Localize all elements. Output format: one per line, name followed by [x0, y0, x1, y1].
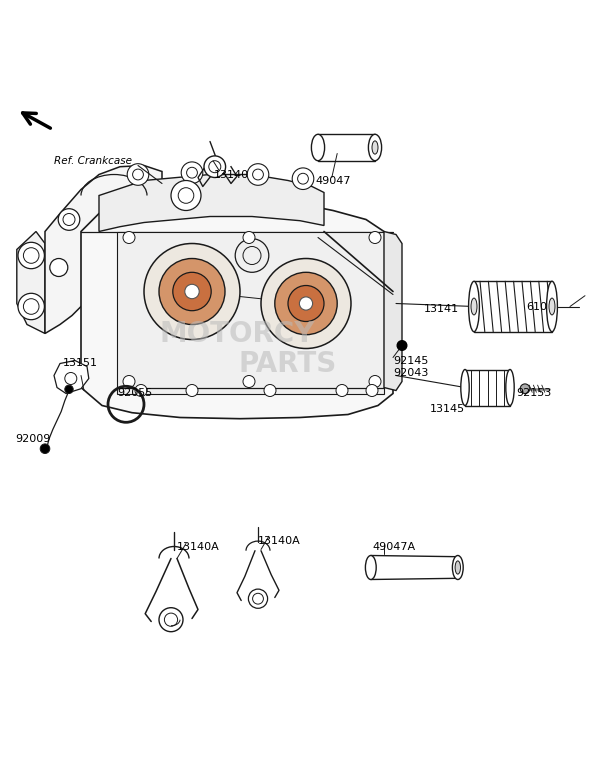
Circle shape — [292, 168, 314, 190]
Text: 13140A: 13140A — [258, 536, 301, 546]
Ellipse shape — [547, 281, 557, 332]
Polygon shape — [371, 556, 458, 580]
Circle shape — [50, 259, 68, 277]
Circle shape — [127, 164, 149, 185]
Text: 13140A: 13140A — [177, 542, 220, 552]
Ellipse shape — [549, 298, 555, 315]
Circle shape — [369, 232, 381, 243]
Circle shape — [159, 259, 225, 325]
Ellipse shape — [311, 134, 325, 160]
Ellipse shape — [506, 370, 514, 405]
Text: 92055: 92055 — [118, 388, 152, 398]
Circle shape — [369, 376, 381, 388]
Ellipse shape — [461, 370, 469, 405]
Circle shape — [520, 384, 530, 394]
Circle shape — [144, 243, 240, 339]
Polygon shape — [474, 281, 552, 332]
Text: 49047: 49047 — [315, 175, 351, 185]
Text: 13140: 13140 — [214, 170, 248, 180]
Text: 13151: 13151 — [63, 359, 98, 368]
Text: 92043: 92043 — [393, 367, 428, 377]
Circle shape — [65, 373, 77, 384]
Circle shape — [299, 297, 313, 310]
Text: 13141: 13141 — [424, 305, 458, 315]
Circle shape — [235, 239, 269, 272]
Ellipse shape — [469, 281, 479, 332]
Circle shape — [261, 259, 351, 349]
Circle shape — [248, 589, 268, 608]
Circle shape — [18, 243, 44, 269]
Ellipse shape — [452, 556, 463, 580]
Text: PARTS: PARTS — [239, 350, 337, 377]
Polygon shape — [318, 134, 375, 160]
Circle shape — [336, 384, 348, 397]
Circle shape — [366, 384, 378, 397]
Ellipse shape — [455, 561, 461, 574]
Circle shape — [173, 272, 211, 311]
Text: Ref. Crankcase: Ref. Crankcase — [54, 156, 132, 166]
Ellipse shape — [368, 134, 382, 160]
Text: 92153: 92153 — [516, 388, 551, 398]
Circle shape — [186, 384, 198, 397]
Polygon shape — [99, 174, 324, 232]
Text: 92009: 92009 — [16, 433, 50, 443]
Circle shape — [135, 384, 147, 397]
Polygon shape — [45, 166, 162, 333]
Circle shape — [185, 284, 199, 298]
Circle shape — [40, 444, 50, 453]
Circle shape — [397, 341, 407, 350]
Circle shape — [171, 181, 201, 211]
Polygon shape — [17, 232, 45, 333]
Circle shape — [181, 162, 203, 184]
Circle shape — [243, 376, 255, 388]
Circle shape — [123, 232, 135, 243]
Circle shape — [204, 156, 226, 177]
Circle shape — [243, 232, 255, 243]
Circle shape — [247, 164, 269, 185]
Polygon shape — [81, 195, 393, 418]
Text: MOTORCY: MOTORCY — [159, 319, 315, 347]
Polygon shape — [117, 232, 384, 394]
Circle shape — [58, 208, 80, 230]
Polygon shape — [384, 232, 402, 391]
Circle shape — [18, 293, 44, 320]
Ellipse shape — [471, 298, 477, 315]
Ellipse shape — [365, 556, 376, 580]
Polygon shape — [465, 370, 510, 405]
Text: 49047A: 49047A — [372, 542, 415, 552]
Circle shape — [264, 384, 276, 397]
Circle shape — [65, 385, 73, 394]
Text: 610: 610 — [527, 301, 548, 312]
Circle shape — [123, 376, 135, 388]
Circle shape — [275, 272, 337, 335]
Circle shape — [288, 285, 324, 322]
Text: 13145: 13145 — [430, 404, 464, 414]
Circle shape — [159, 608, 183, 632]
Text: 92145: 92145 — [393, 356, 428, 366]
Ellipse shape — [372, 141, 378, 154]
Polygon shape — [54, 360, 89, 394]
